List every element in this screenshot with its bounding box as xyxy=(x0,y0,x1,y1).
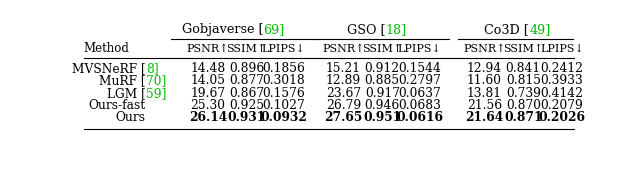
Text: 0.877: 0.877 xyxy=(229,74,264,88)
Text: 0.1027: 0.1027 xyxy=(262,99,305,112)
Text: 14.05: 14.05 xyxy=(190,74,225,88)
Text: 0.917: 0.917 xyxy=(365,87,400,100)
Text: 0.2797: 0.2797 xyxy=(398,74,441,88)
Text: 19.67: 19.67 xyxy=(190,87,225,100)
Text: 0.2412: 0.2412 xyxy=(541,62,584,75)
Text: 0.1544: 0.1544 xyxy=(398,62,441,75)
Text: 0.951: 0.951 xyxy=(363,111,401,124)
Text: SSIM↑: SSIM↑ xyxy=(362,44,403,54)
Text: 69]: 69] xyxy=(264,23,285,36)
Text: 12.89: 12.89 xyxy=(326,74,361,88)
Text: 0.867: 0.867 xyxy=(229,87,264,100)
Text: 0.0932: 0.0932 xyxy=(260,111,307,124)
Text: GSO [18]: GSO [18] xyxy=(351,23,412,36)
Text: 0.1576: 0.1576 xyxy=(262,87,305,100)
Text: Ours: Ours xyxy=(116,111,146,124)
Text: LPIPS↓: LPIPS↓ xyxy=(262,44,306,54)
Text: 26.79: 26.79 xyxy=(326,99,361,112)
Text: 26.14: 26.14 xyxy=(189,111,227,124)
Text: 0.931: 0.931 xyxy=(227,111,266,124)
Text: MuRF [: MuRF [ xyxy=(99,74,146,88)
Text: 11.60: 11.60 xyxy=(467,74,502,88)
Text: PSNR↑: PSNR↑ xyxy=(463,44,506,54)
Text: SSIM↑: SSIM↑ xyxy=(503,44,543,54)
Text: LPIPS↓: LPIPS↓ xyxy=(540,44,584,54)
Text: 0.946: 0.946 xyxy=(365,99,400,112)
Text: Gobjaverse [69]: Gobjaverse [69] xyxy=(195,23,298,36)
Text: 0.885: 0.885 xyxy=(365,74,400,88)
Text: 25.30: 25.30 xyxy=(190,99,225,112)
Text: GSO [: GSO [ xyxy=(347,23,385,36)
Text: 15.21: 15.21 xyxy=(326,62,361,75)
Text: Co3D [: Co3D [ xyxy=(484,23,529,36)
Text: 0.870: 0.870 xyxy=(506,99,541,112)
Text: 0.871: 0.871 xyxy=(504,111,543,124)
Text: Ours-fast: Ours-fast xyxy=(88,99,146,112)
Text: 18]: 18] xyxy=(385,23,406,36)
Text: 0.0683: 0.0683 xyxy=(398,99,441,112)
Text: 23.67: 23.67 xyxy=(326,87,361,100)
Text: 0.2026: 0.2026 xyxy=(538,111,586,124)
Text: MVSNeRF [: MVSNeRF [ xyxy=(72,62,146,75)
Text: Co3D [49]: Co3D [49] xyxy=(490,23,556,36)
Text: 0.0637: 0.0637 xyxy=(398,87,441,100)
Text: 12.94: 12.94 xyxy=(467,62,502,75)
Text: 0.925: 0.925 xyxy=(229,99,264,112)
Text: 59]: 59] xyxy=(146,87,166,100)
Text: 8]: 8] xyxy=(146,62,159,75)
Text: PSNR↑: PSNR↑ xyxy=(323,44,365,54)
Text: 14.48: 14.48 xyxy=(190,62,225,75)
Text: 0.1856: 0.1856 xyxy=(262,62,305,75)
Text: 0.739: 0.739 xyxy=(506,87,541,100)
Text: 0.912: 0.912 xyxy=(365,62,400,75)
Text: LPIPS↓: LPIPS↓ xyxy=(397,44,442,54)
Text: LGM [: LGM [ xyxy=(107,87,146,100)
Text: SSIM↑: SSIM↑ xyxy=(227,44,267,54)
Text: 0.815: 0.815 xyxy=(506,74,541,88)
Text: Method: Method xyxy=(84,42,130,55)
Text: 0.4142: 0.4142 xyxy=(541,87,584,100)
Text: 0.0616: 0.0616 xyxy=(396,111,443,124)
Text: 21.56: 21.56 xyxy=(467,99,502,112)
Text: 70]: 70] xyxy=(146,74,166,88)
Text: 0.3018: 0.3018 xyxy=(262,74,305,88)
Text: 21.64: 21.64 xyxy=(465,111,504,124)
Text: 0.3933: 0.3933 xyxy=(541,74,584,88)
Text: 0.896: 0.896 xyxy=(229,62,264,75)
Text: Gobjaverse [: Gobjaverse [ xyxy=(182,23,264,36)
Text: 13.81: 13.81 xyxy=(467,87,502,100)
Text: 0.841: 0.841 xyxy=(506,62,541,75)
Text: 49]: 49] xyxy=(529,23,550,36)
Text: 27.65: 27.65 xyxy=(324,111,363,124)
Text: PSNR↑: PSNR↑ xyxy=(187,44,229,54)
Text: 0.2079: 0.2079 xyxy=(541,99,584,112)
